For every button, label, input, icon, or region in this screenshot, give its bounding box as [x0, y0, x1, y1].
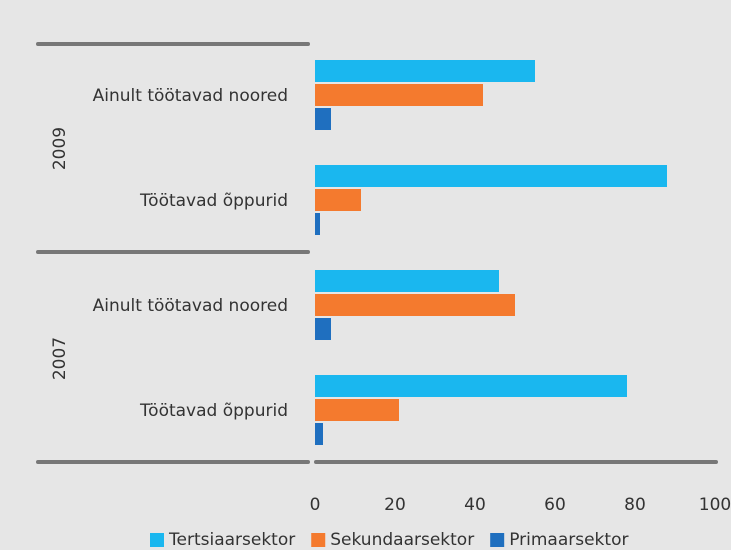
legend-label: Sekundaarsektor: [330, 530, 474, 550]
x-tick-label: 100: [699, 495, 731, 515]
legend-swatch: [311, 533, 326, 547]
bar: [315, 294, 515, 316]
legend-label: Primaarsektor: [509, 530, 628, 550]
x-tick-label: 20: [384, 495, 406, 515]
category-label: Töötavad õppurid: [139, 191, 288, 211]
legend-label: Tertsiaarsektor: [168, 530, 295, 550]
bar: [315, 165, 667, 187]
group-label: 2007: [50, 337, 70, 380]
legend-swatch: [490, 533, 505, 547]
x-tick-label: 0: [310, 495, 321, 515]
category-label: Ainult töötavad noored: [93, 86, 288, 106]
x-tick-label: 60: [544, 495, 566, 515]
bar: [315, 108, 331, 130]
bar: [315, 60, 535, 82]
bar: [315, 270, 499, 292]
x-tick-label: 80: [624, 495, 646, 515]
bar: [315, 318, 331, 340]
bar: [315, 399, 399, 421]
group-label: 2009: [50, 127, 70, 170]
category-label: Ainult töötavad noored: [93, 296, 288, 316]
category-label: Töötavad õppurid: [139, 401, 288, 421]
bar: [315, 213, 320, 235]
bar: [315, 375, 627, 397]
bar: [315, 84, 483, 106]
bar: [315, 189, 361, 211]
bar: [315, 423, 323, 445]
x-tick-label: 40: [464, 495, 486, 515]
separators: [36, 42, 718, 464]
legend-swatch: [150, 533, 164, 547]
